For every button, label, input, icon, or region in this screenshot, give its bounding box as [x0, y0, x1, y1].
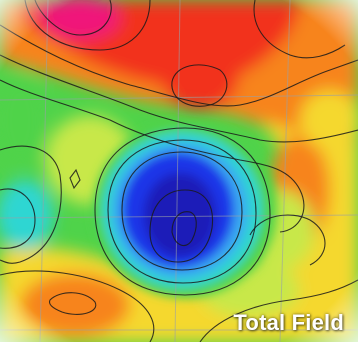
map-title: Total Field — [233, 310, 344, 335]
